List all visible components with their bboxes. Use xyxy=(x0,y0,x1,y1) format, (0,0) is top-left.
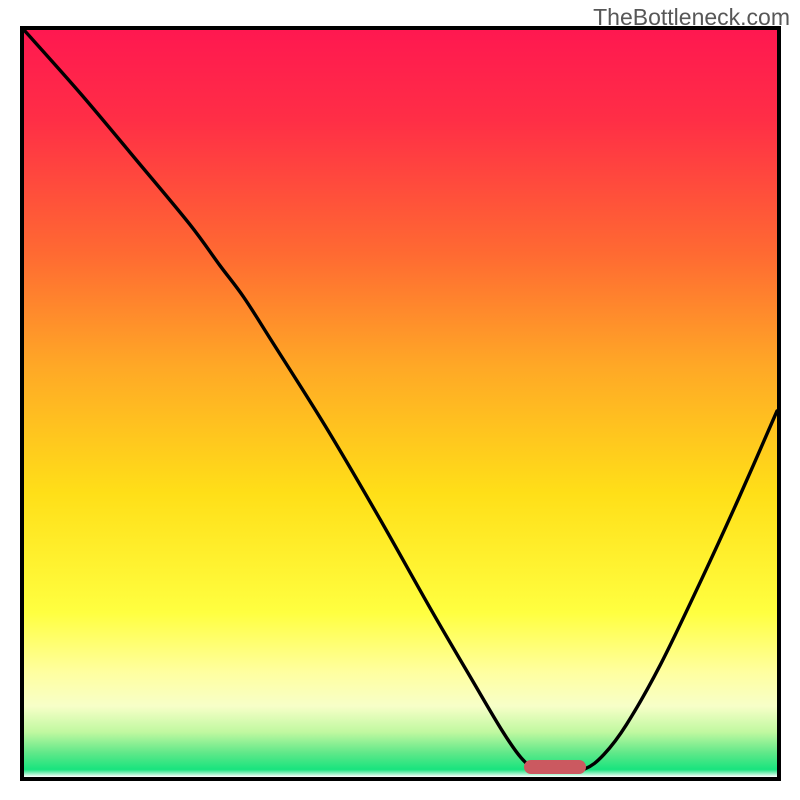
watermark-text: TheBottleneck.com xyxy=(593,4,790,31)
optimal-range-marker xyxy=(524,760,586,774)
bottleneck-curve xyxy=(24,30,777,777)
plot-area xyxy=(24,30,777,777)
chart-canvas: TheBottleneck.com xyxy=(0,0,800,800)
